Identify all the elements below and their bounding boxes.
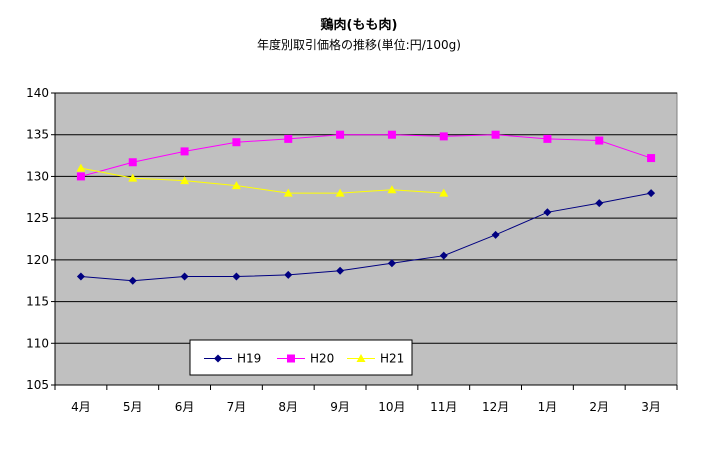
series-line-h20	[80, 134, 652, 177]
legend-label-h21: H21	[380, 352, 404, 366]
data-point-h21	[231, 181, 241, 190]
legend-marker-h19	[214, 354, 222, 363]
data-point-h21	[76, 163, 86, 172]
data-point-h20	[180, 147, 189, 156]
y-tick-label: 140	[26, 86, 49, 100]
chart-subtitle: 年度別取引価格の推移(単位:円/100g)	[257, 37, 461, 52]
data-point-h19	[491, 230, 500, 239]
x-tick-label: 9月	[330, 400, 350, 414]
data-point-h19	[647, 189, 656, 198]
data-point-h20	[387, 130, 396, 139]
data-point-h20	[76, 172, 85, 181]
data-point-h19	[180, 272, 189, 281]
data-point-h21	[335, 188, 345, 197]
x-tick-label: 1月	[538, 400, 558, 414]
y-tick-label: 130	[26, 169, 49, 183]
data-point-h19	[387, 259, 396, 268]
y-tick-label: 115	[26, 295, 49, 309]
legend-marker-h21	[356, 354, 366, 362]
x-tick-label: 11月	[430, 400, 457, 414]
legend-marker-h20	[287, 354, 295, 363]
data-point-h21	[387, 185, 397, 194]
x-tick-label: 4月	[71, 400, 91, 414]
data-point-h19	[439, 251, 448, 260]
x-tick-label: 10月	[378, 400, 405, 414]
legend-label-h20: H20	[310, 352, 334, 366]
y-tick-label: 125	[26, 211, 49, 225]
x-tick-label: 7月	[227, 400, 247, 414]
data-point-h20	[439, 132, 448, 141]
data-point-h20	[647, 154, 656, 163]
series-line-h21	[80, 167, 444, 194]
chart-title: 鶏肉(もも肉)	[321, 17, 398, 33]
x-tick-label: 5月	[123, 400, 143, 414]
series-line-h19	[80, 192, 652, 282]
data-point-h20	[595, 136, 604, 145]
x-tick-label: 2月	[589, 400, 609, 414]
y-tick-label: 110	[26, 336, 49, 350]
data-point-h20	[128, 158, 137, 167]
data-point-h21	[180, 176, 190, 185]
legend-box	[189, 339, 413, 376]
plot-area: 105 110 115 120 125 130 135 140 4月 5月 6月 7月 8月 9月 10月 1…	[26, 86, 678, 414]
data-point-h19	[76, 272, 85, 281]
data-point-h21	[283, 188, 293, 197]
plot-background	[54, 92, 678, 386]
data-point-h20	[543, 134, 552, 143]
data-point-h20	[491, 130, 500, 139]
x-tick-label: 8月	[278, 400, 298, 414]
data-point-h20	[336, 130, 345, 139]
data-point-h21	[128, 173, 138, 182]
data-point-h20	[232, 138, 241, 147]
data-point-h19	[336, 266, 345, 275]
data-point-h19	[543, 208, 552, 217]
legend-label-h19: H19	[237, 352, 261, 366]
x-tick-label: 6月	[175, 400, 195, 414]
y-tick-label: 135	[26, 128, 49, 142]
x-tick-label: 12月	[482, 400, 509, 414]
x-tick-label: 3月	[641, 400, 661, 414]
data-point-h21	[439, 188, 449, 197]
data-point-h19	[232, 272, 241, 281]
data-point-h20	[284, 134, 293, 143]
data-point-h19	[284, 270, 293, 279]
y-tick-label: 105	[26, 378, 49, 392]
data-point-h19	[595, 199, 604, 208]
y-tick-label: 120	[26, 253, 49, 267]
data-point-h19	[128, 276, 137, 285]
